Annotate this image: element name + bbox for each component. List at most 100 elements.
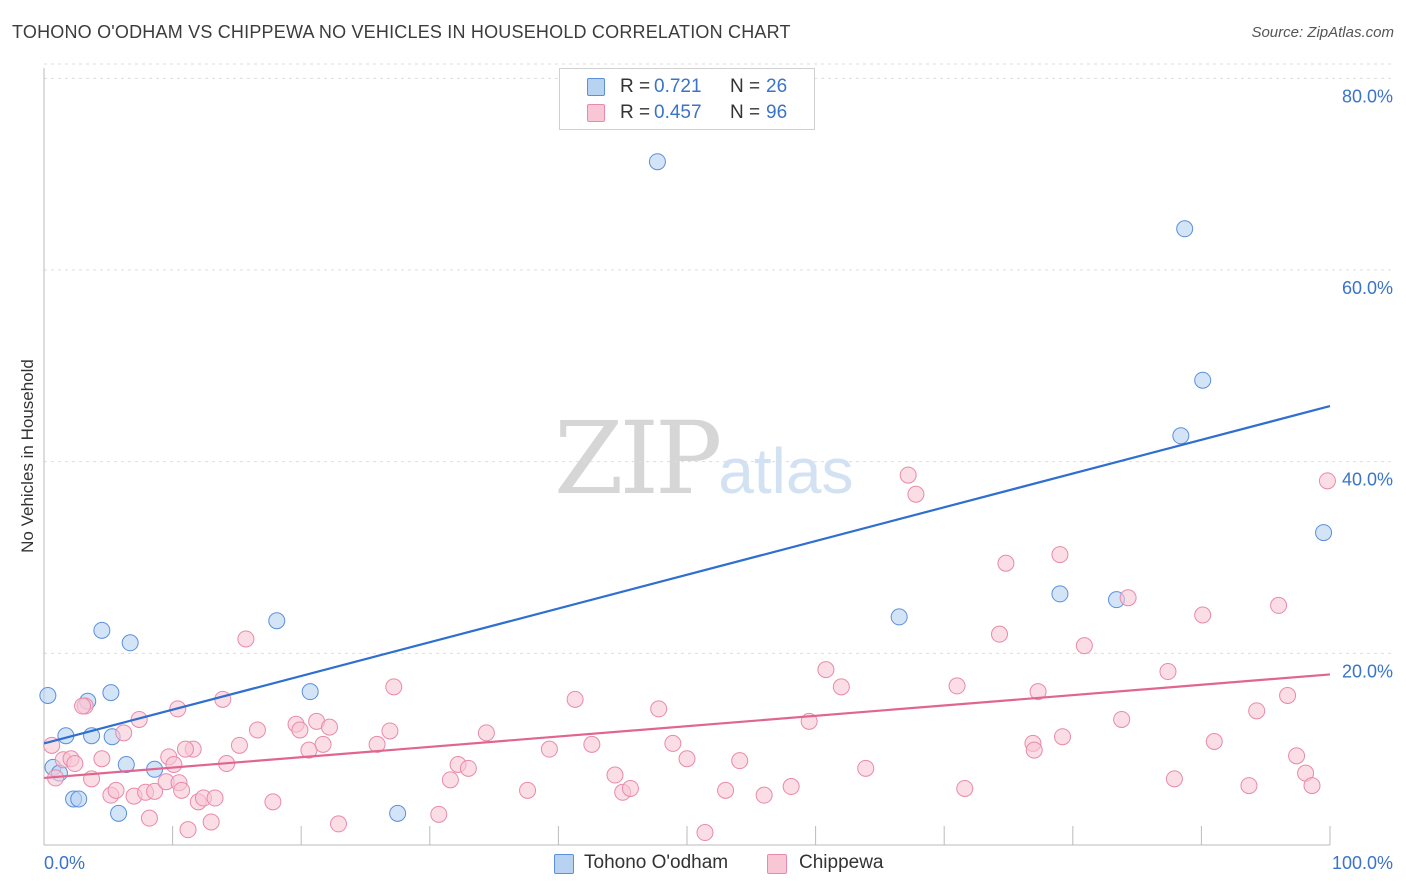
data-point-chippewa — [1205, 733, 1223, 750]
source-label: Source: ZipAtlas.com — [1251, 24, 1394, 41]
correlation-legend: R = 0.721 N = 26 R = 0.457 N = 96 — [559, 68, 815, 130]
legend-r-value: 0.457 — [654, 102, 702, 123]
data-point-tohono — [268, 612, 286, 630]
y-axis-label: No Vehicles in Household — [18, 359, 37, 553]
data-point-chippewa — [385, 678, 403, 696]
data-point-tohono — [648, 153, 666, 171]
data-point-chippewa — [165, 756, 183, 773]
data-point-chippewa — [93, 750, 111, 768]
data-point-chippewa — [115, 724, 133, 742]
data-point-chippewa — [1318, 472, 1336, 490]
data-point-chippewa — [477, 724, 495, 742]
data-point-chippewa — [1159, 663, 1177, 681]
data-point-chippewa — [176, 740, 194, 758]
data-point-chippewa — [566, 690, 584, 708]
data-point-chippewa — [1279, 687, 1297, 704]
data-point-chippewa — [1051, 546, 1069, 564]
data-point-chippewa — [107, 781, 125, 799]
data-point-chippewa — [664, 734, 682, 752]
data-point-chippewa — [621, 779, 639, 797]
data-point-chippewa — [368, 735, 386, 753]
data-point-tohono — [110, 804, 128, 822]
data-point-chippewa — [817, 661, 835, 679]
data-point-chippewa — [202, 813, 220, 831]
data-point-chippewa — [1303, 777, 1321, 795]
data-point-chippewa — [696, 824, 714, 842]
x-tick-label: 0.0% — [44, 853, 85, 873]
watermark: ZIPatlas — [554, 400, 853, 517]
y-tick-label: 20.0% — [1342, 661, 1393, 681]
data-point-chippewa — [1054, 728, 1072, 746]
data-point-chippewa — [248, 721, 266, 739]
data-point-tohono — [39, 687, 57, 704]
data-point-chippewa — [583, 735, 601, 753]
data-point-chippewa — [678, 750, 696, 768]
series-label-chippewa: Chippewa — [799, 852, 884, 873]
trend-line-chippewa — [43, 673, 1331, 780]
data-point-chippewa — [459, 759, 477, 777]
data-point-tohono — [1176, 220, 1194, 238]
data-point-chippewa — [1119, 589, 1137, 607]
data-point-chippewa — [1075, 637, 1093, 655]
data-point-chippewa — [650, 700, 668, 718]
data-point-tohono — [1051, 585, 1069, 603]
data-point-tohono — [1172, 427, 1190, 445]
data-point-chippewa — [146, 782, 164, 800]
data-point-chippewa — [519, 781, 537, 799]
data-point-chippewa — [320, 718, 338, 736]
legend-n-value: 96 — [766, 102, 788, 123]
watermark-zip: ZIP — [554, 400, 722, 517]
data-point-chippewa — [755, 786, 773, 804]
data-point-chippewa — [1025, 741, 1043, 759]
data-point-tohono — [890, 608, 908, 626]
data-point-chippewa — [606, 766, 624, 784]
data-point-tohono — [93, 621, 111, 639]
data-point-chippewa — [230, 736, 248, 754]
data-point-tohono — [301, 683, 319, 701]
legend-r-label: R = — [620, 76, 651, 97]
data-point-tohono — [121, 634, 139, 652]
data-point-chippewa — [291, 721, 309, 739]
data-point-chippewa — [899, 466, 917, 484]
x-tick-label: 100.0% — [1332, 853, 1393, 873]
series-swatch-tohono — [554, 854, 574, 874]
data-point-chippewa — [173, 781, 191, 799]
data-point-chippewa — [381, 722, 399, 740]
data-point-tohono — [70, 790, 88, 808]
legend-r-label: R = — [620, 102, 651, 123]
data-point-chippewa — [1113, 710, 1131, 728]
data-point-chippewa — [997, 554, 1015, 572]
legend-swatch-chippewa — [587, 104, 605, 122]
data-point-chippewa — [206, 789, 224, 807]
trend-line-tohono — [43, 405, 1331, 745]
data-point-chippewa — [66, 755, 84, 773]
data-point-chippewa — [1270, 596, 1288, 614]
data-point-chippewa — [179, 821, 197, 839]
y-tick-label: 80.0% — [1342, 86, 1393, 106]
data-point-tohono — [1315, 524, 1333, 542]
data-point-chippewa — [948, 677, 966, 695]
data-point-chippewa — [314, 735, 332, 753]
data-point-chippewa — [430, 805, 448, 823]
data-point-tohono — [117, 756, 135, 773]
data-point-chippewa — [1194, 606, 1212, 624]
data-point-chippewa — [717, 781, 735, 799]
data-point-chippewa — [832, 678, 850, 696]
data-point-chippewa — [782, 778, 800, 796]
legend-n-value: 26 — [766, 76, 788, 97]
legend-n-label: N = — [730, 102, 761, 123]
data-point-chippewa — [1240, 777, 1258, 795]
series-label-tohono: Tohono O'odham — [584, 852, 729, 873]
data-point-chippewa — [540, 740, 558, 758]
data-point-chippewa — [731, 752, 749, 770]
data-point-tohono — [102, 684, 120, 702]
data-point-chippewa — [857, 759, 875, 777]
data-point-tohono — [389, 804, 407, 822]
data-point-chippewa — [1029, 683, 1047, 701]
data-point-chippewa — [907, 485, 925, 503]
data-point-chippewa — [441, 771, 459, 789]
data-point-chippewa — [214, 690, 232, 708]
data-point-chippewa — [74, 697, 92, 715]
y-tick-label: 60.0% — [1342, 278, 1393, 298]
